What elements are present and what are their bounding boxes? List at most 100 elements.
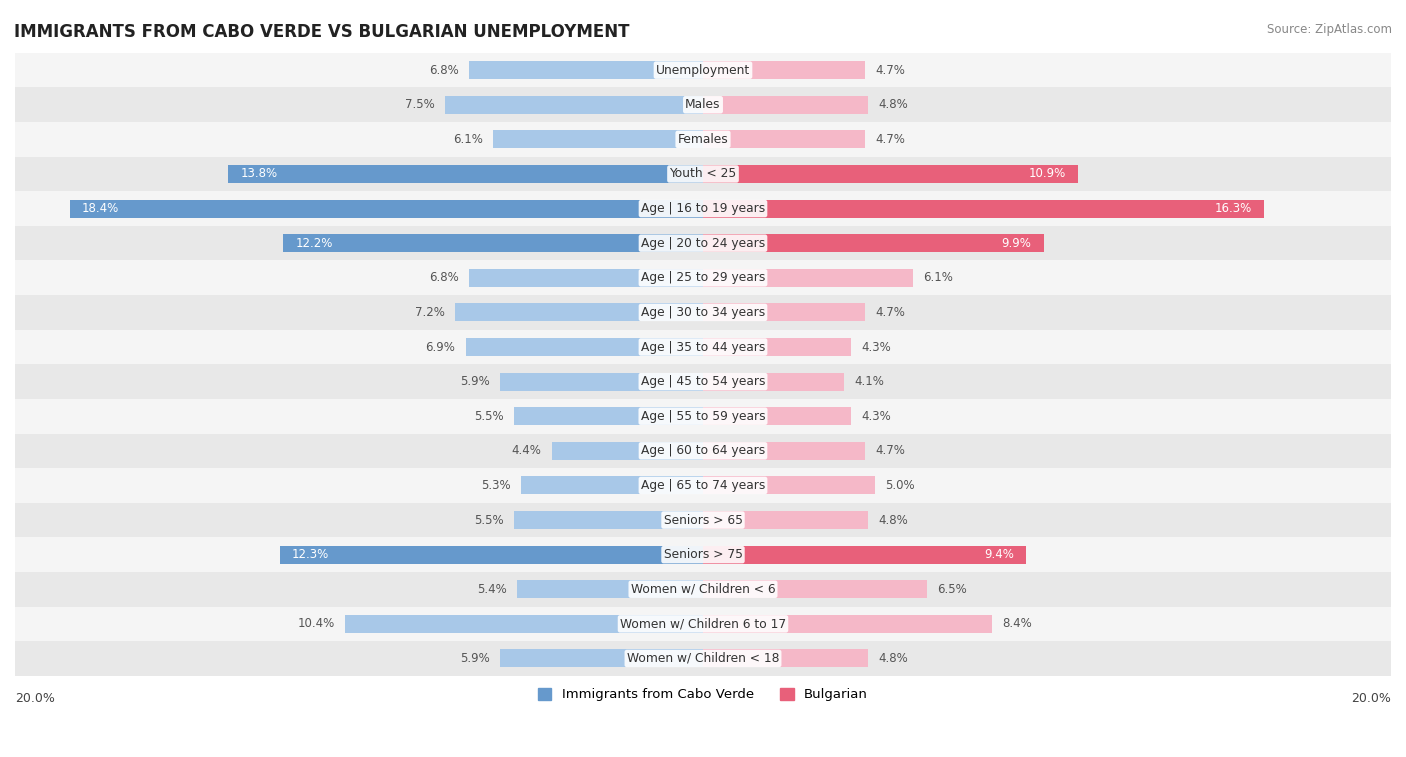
Legend: Immigrants from Cabo Verde, Bulgarian: Immigrants from Cabo Verde, Bulgarian [533, 683, 873, 706]
Bar [70, 200, 703, 217]
Bar [551, 442, 703, 459]
Bar [15, 572, 1391, 606]
Bar [15, 503, 1391, 537]
Bar [15, 53, 1391, 88]
Text: 4.8%: 4.8% [879, 652, 908, 665]
Text: Women w/ Children 6 to 17: Women w/ Children 6 to 17 [620, 618, 786, 631]
Text: 20.0%: 20.0% [15, 692, 55, 705]
Text: 6.8%: 6.8% [429, 64, 458, 76]
Text: 4.7%: 4.7% [875, 64, 905, 76]
Text: 9.4%: 9.4% [984, 548, 1014, 561]
Text: 16.3%: 16.3% [1215, 202, 1251, 215]
Bar [456, 304, 703, 322]
Bar [346, 615, 703, 633]
Bar [15, 295, 1391, 330]
Bar [470, 61, 703, 79]
Text: 7.2%: 7.2% [415, 306, 446, 319]
Bar [15, 260, 1391, 295]
Bar [703, 96, 868, 114]
Bar [465, 338, 703, 356]
Text: Women w/ Children < 6: Women w/ Children < 6 [631, 583, 775, 596]
Text: 10.4%: 10.4% [298, 618, 335, 631]
Bar [703, 546, 1026, 564]
Bar [228, 165, 703, 183]
Text: 10.9%: 10.9% [1029, 167, 1066, 180]
Bar [501, 372, 703, 391]
Bar [703, 372, 844, 391]
Text: Age | 65 to 74 years: Age | 65 to 74 years [641, 479, 765, 492]
Bar [284, 234, 703, 252]
Text: 4.4%: 4.4% [512, 444, 541, 457]
Text: 6.8%: 6.8% [429, 271, 458, 285]
Bar [703, 338, 851, 356]
Text: Age | 35 to 44 years: Age | 35 to 44 years [641, 341, 765, 354]
Bar [703, 581, 927, 598]
Text: 5.3%: 5.3% [481, 479, 510, 492]
Text: 4.8%: 4.8% [879, 513, 908, 527]
Bar [517, 581, 703, 598]
Bar [703, 200, 1264, 217]
Text: Age | 55 to 59 years: Age | 55 to 59 years [641, 410, 765, 422]
Bar [703, 234, 1043, 252]
Bar [15, 537, 1391, 572]
Text: 4.3%: 4.3% [862, 341, 891, 354]
Text: 6.9%: 6.9% [426, 341, 456, 354]
Text: Males: Males [685, 98, 721, 111]
Text: Age | 45 to 54 years: Age | 45 to 54 years [641, 375, 765, 388]
Bar [15, 192, 1391, 226]
Bar [703, 407, 851, 425]
Bar [15, 157, 1391, 192]
Text: 9.9%: 9.9% [1001, 237, 1032, 250]
Text: 4.3%: 4.3% [862, 410, 891, 422]
Text: 4.1%: 4.1% [855, 375, 884, 388]
Bar [15, 122, 1391, 157]
Text: Source: ZipAtlas.com: Source: ZipAtlas.com [1267, 23, 1392, 36]
Bar [15, 88, 1391, 122]
Text: Age | 16 to 19 years: Age | 16 to 19 years [641, 202, 765, 215]
Text: Seniors > 75: Seniors > 75 [664, 548, 742, 561]
Bar [15, 226, 1391, 260]
Bar [520, 476, 703, 494]
Text: 6.5%: 6.5% [936, 583, 967, 596]
Bar [703, 442, 865, 459]
Text: 5.5%: 5.5% [474, 513, 503, 527]
Text: Unemployment: Unemployment [655, 64, 751, 76]
Text: 5.5%: 5.5% [474, 410, 503, 422]
Bar [703, 130, 865, 148]
Text: 6.1%: 6.1% [924, 271, 953, 285]
Text: Youth < 25: Youth < 25 [669, 167, 737, 180]
Bar [15, 606, 1391, 641]
Text: 5.0%: 5.0% [886, 479, 915, 492]
Bar [703, 61, 865, 79]
Text: 13.8%: 13.8% [240, 167, 277, 180]
Bar [703, 165, 1078, 183]
Bar [280, 546, 703, 564]
Text: 18.4%: 18.4% [82, 202, 120, 215]
Bar [15, 364, 1391, 399]
Text: 6.1%: 6.1% [453, 133, 482, 146]
Bar [703, 304, 865, 322]
Text: 5.9%: 5.9% [460, 375, 489, 388]
Bar [513, 407, 703, 425]
Bar [470, 269, 703, 287]
Text: Age | 20 to 24 years: Age | 20 to 24 years [641, 237, 765, 250]
Bar [501, 650, 703, 668]
Bar [15, 434, 1391, 468]
Bar [703, 269, 912, 287]
Text: 4.8%: 4.8% [879, 98, 908, 111]
Text: Age | 30 to 34 years: Age | 30 to 34 years [641, 306, 765, 319]
Text: 12.3%: 12.3% [292, 548, 329, 561]
Bar [15, 641, 1391, 676]
Bar [703, 511, 868, 529]
Text: 5.9%: 5.9% [460, 652, 489, 665]
Text: 4.7%: 4.7% [875, 133, 905, 146]
Bar [15, 330, 1391, 364]
Text: 4.7%: 4.7% [875, 444, 905, 457]
Text: IMMIGRANTS FROM CABO VERDE VS BULGARIAN UNEMPLOYMENT: IMMIGRANTS FROM CABO VERDE VS BULGARIAN … [14, 23, 630, 41]
Bar [703, 615, 993, 633]
Text: 7.5%: 7.5% [405, 98, 434, 111]
Text: 4.7%: 4.7% [875, 306, 905, 319]
Text: 12.2%: 12.2% [295, 237, 333, 250]
Bar [15, 399, 1391, 434]
Text: 5.4%: 5.4% [477, 583, 508, 596]
